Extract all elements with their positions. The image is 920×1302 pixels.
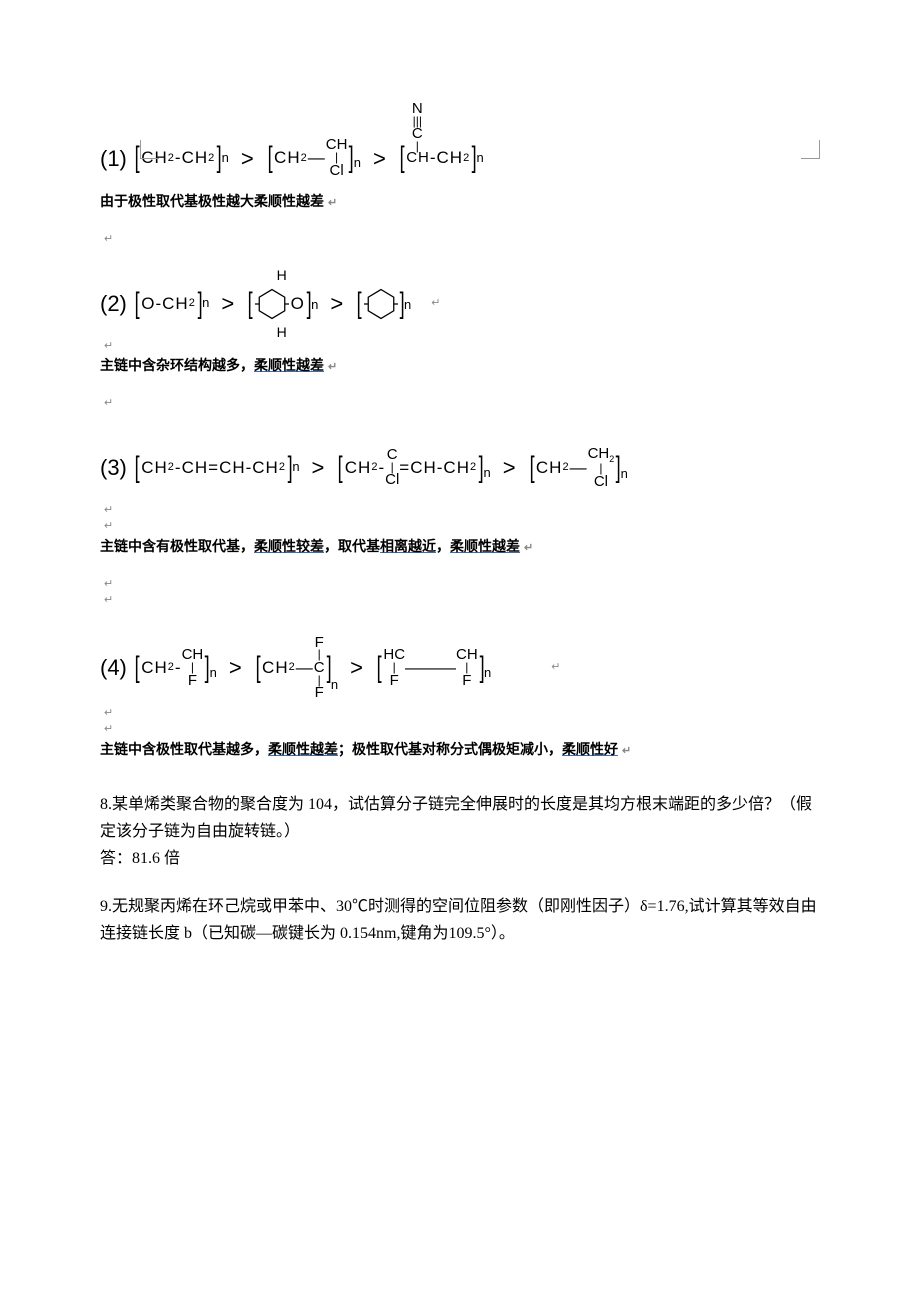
question-8: 8.某单烯类聚合物的聚合度为 104，试估算分子链完全伸展时的长度是其均方根末端… xyxy=(100,791,820,873)
p4-term3: [ HC|F ——— CH|F ]n xyxy=(375,647,491,688)
p3-term1: [ CH2-CH=CH-CH2 ]n xyxy=(133,453,300,483)
problem-4-label: (4) xyxy=(100,651,127,684)
caption-2a: 主链中含杂环结构越多， xyxy=(100,359,254,374)
return-icon: ↵ xyxy=(431,295,440,312)
gt-icon: > xyxy=(241,142,254,175)
formula-row-2: (2) [ O-CH2 ]n > [ H H O ]n > [ xyxy=(100,274,820,334)
problem-2: (2) [ O-CH2 ]n > [ H H O ]n > [ xyxy=(100,274,820,412)
return-icon: ↵ xyxy=(104,592,820,609)
return-icon: ↵ xyxy=(104,338,820,355)
caption-3f: 柔顺性越差 xyxy=(450,540,520,555)
q8-answer: 答：81.6 倍 xyxy=(100,845,820,872)
p3-term2: [ CH2- C|Cl =CH-CH2 ]n xyxy=(336,447,490,488)
caption-4b: 柔顺性越差 xyxy=(268,743,338,758)
return-icon: ↵ xyxy=(104,705,820,722)
problem-2-label: (2) xyxy=(100,287,127,320)
crop-mark-top-left xyxy=(140,140,159,159)
caption-3c: ，取代基 xyxy=(324,540,380,555)
q8-text: 8.某单烯类聚合物的聚合度为 104，试估算分子链完全伸展时的长度是其均方根末端… xyxy=(100,791,820,845)
p2-term2: [ H H O ]n xyxy=(246,287,318,321)
gt-icon: > xyxy=(503,451,516,484)
gt-icon: > xyxy=(330,287,343,320)
q9-text: 9.无规聚丙烯在环己烷或甲苯中、30℃时测得的空间位阻参数（即刚性因子）δ=1.… xyxy=(100,893,820,947)
gt-icon: > xyxy=(312,451,325,484)
caption-3e: ， xyxy=(436,540,450,555)
return-icon: ↵ xyxy=(551,659,560,676)
caption-4a: 主链中含极性取代基越多， xyxy=(100,743,268,758)
return-icon: ↵ xyxy=(104,518,820,535)
gt-icon: > xyxy=(350,651,363,684)
gt-icon: > xyxy=(221,287,234,320)
problem-1-label: (1) xyxy=(100,142,127,175)
caption-4d: 柔顺性好 xyxy=(562,743,618,758)
caption-4: 主链中含极性取代基越多，柔顺性越差；极性取代基对称分式偶极矩减小，柔顺性好 ↵ xyxy=(100,740,820,761)
caption-4c: ；极性取代基对称分式偶极矩减小， xyxy=(338,743,562,758)
caption-1: 由于极性取代基极性越大柔顺性越差 ↵ xyxy=(100,192,820,213)
formula-row-4: (4) [ CH2- CH|F ]n > [ CH2 — F|C|F ]n > … xyxy=(100,635,820,701)
p1-term3: N|||C| [ CH-CH2 ]n xyxy=(398,143,484,173)
question-9: 9.无规聚丙烯在环己烷或甲苯中、30℃时测得的空间位阻参数（即刚性因子）δ=1.… xyxy=(100,893,820,947)
formula-row-1: (1) [ CH2-CH2 ]n > [ CH2 — CH|Cl ]n > N|… xyxy=(100,128,820,188)
return-icon: ↵ xyxy=(104,721,820,738)
p4-term1: [ CH2- CH|F ]n xyxy=(133,647,217,688)
p2-term3: [ ]n xyxy=(355,287,411,321)
gt-icon: > xyxy=(373,142,386,175)
p1-term2: [ CH2 — CH|Cl ]n xyxy=(266,137,361,178)
problem-3: (3) [ CH2-CH=CH-CH2 ]n > [ CH2- C|Cl =CH… xyxy=(100,438,820,609)
return-icon: ↵ xyxy=(104,395,820,412)
return-icon: ↵ xyxy=(104,502,820,519)
caption-2: 主链中含杂环结构越多，柔顺性越差 ↵ xyxy=(100,356,820,377)
p4-term2: [ CH2 — F|C|F ]n xyxy=(254,635,338,701)
formula-row-3: (3) [ CH2-CH=CH-CH2 ]n > [ CH2- C|Cl =CH… xyxy=(100,438,820,498)
benzene-icon xyxy=(364,287,398,321)
gt-icon: > xyxy=(229,651,242,684)
return-icon: ↵ xyxy=(622,745,631,757)
return-icon: ↵ xyxy=(104,231,820,248)
caption-3a: 主链中含有极性取代基， xyxy=(100,540,254,555)
crop-mark-top-right xyxy=(801,140,820,159)
benzene-icon xyxy=(255,287,289,321)
p3-term3: [ CH2 — CH2|Cl ]n xyxy=(528,446,628,490)
return-icon: ↵ xyxy=(104,576,820,593)
caption-3: 主链中含有极性取代基，柔顺性较差，取代基相离越近，柔顺性越差 ↵ xyxy=(100,537,820,558)
problem-1: (1) [ CH2-CH2 ]n > [ CH2 — CH|Cl ]n > N|… xyxy=(100,128,820,248)
return-icon: ↵ xyxy=(524,542,533,554)
return-icon: ↵ xyxy=(328,361,337,373)
caption-2b: 柔顺性越差 xyxy=(254,359,324,374)
caption-1-text: 由于极性取代基极性越大柔顺性越差 xyxy=(100,195,324,210)
problem-3-label: (3) xyxy=(100,451,127,484)
problem-4: (4) [ CH2- CH|F ]n > [ CH2 — F|C|F ]n > … xyxy=(100,635,820,761)
return-icon: ↵ xyxy=(328,197,337,209)
caption-3b: 柔顺性较差 xyxy=(254,540,324,555)
caption-3d: 相离越近 xyxy=(380,540,436,555)
p2-term1: [ O-CH2 ]n xyxy=(133,289,210,319)
